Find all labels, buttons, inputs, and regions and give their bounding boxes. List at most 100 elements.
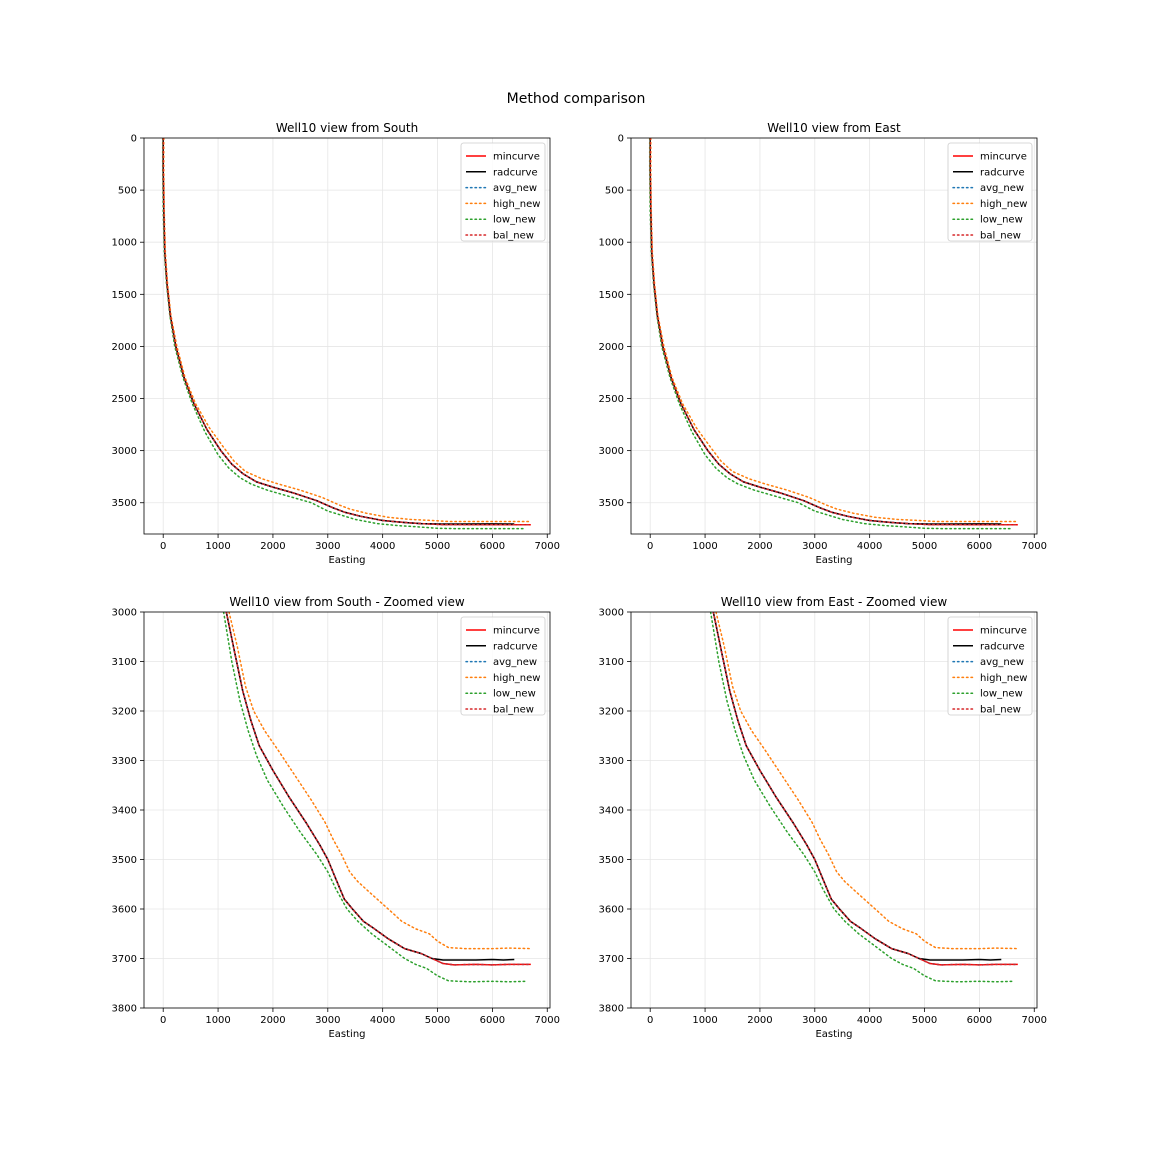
chart-title: Well10 view from East - Zoomed view: [721, 595, 948, 609]
y-tick-label: 3100: [112, 657, 137, 668]
x-tick-label: 6000: [967, 1015, 992, 1026]
x-tick-label: 4000: [857, 1015, 882, 1026]
legend-label-radcurve: radcurve: [493, 641, 538, 652]
legend-box: [460, 142, 546, 242]
x-tick-label: 1000: [205, 541, 230, 552]
legend-label-radcurve: radcurve: [493, 167, 538, 178]
y-tick-label: 3500: [112, 855, 137, 866]
x-tick-label: 7000: [535, 541, 560, 552]
x-tick-label: 1000: [692, 541, 717, 552]
y-tick-label: 3000: [599, 446, 624, 457]
legend-label-bal-new: bal_new: [493, 231, 534, 242]
legend-label-bal-new: bal_new: [493, 705, 534, 716]
y-tick-label: 3500: [599, 498, 624, 509]
y-tick-label: 0: [131, 134, 137, 145]
x-tick-label: 5000: [425, 541, 450, 552]
legend: mincurve radcurve avg_new high_new low_newba…: [947, 142, 1033, 242]
legend-label-mincurve: mincurve: [493, 152, 540, 163]
legend-label-high-new: high_new: [980, 673, 1027, 684]
y-tick-label: 1000: [112, 238, 137, 249]
y-tick-label: 3000: [599, 608, 624, 619]
y-tick-label: 3000: [112, 446, 137, 457]
legend-label-high-new: high_new: [493, 199, 540, 210]
series-line-bal-new: [225, 612, 532, 966]
x-tick-label: 4000: [370, 541, 395, 552]
axes-frame: [143, 137, 551, 535]
y-tick-label: 3500: [599, 855, 624, 866]
x-tick-label: 4000: [857, 541, 882, 552]
y-tick-label: 1500: [599, 290, 624, 301]
x-tick-label: 6000: [480, 541, 505, 552]
x-tick-label: 3000: [315, 541, 340, 552]
series-line-low-new: [648, 138, 1014, 530]
legend: mincurve radcurve avg_new high_new low_newba…: [460, 142, 546, 242]
axes-frame: [630, 137, 1038, 535]
legend-label-radcurve: radcurve: [980, 641, 1025, 652]
x-tick-label: 3000: [802, 541, 827, 552]
legend-label-low-new: low_new: [493, 689, 536, 700]
legend-label-bal-new: bal_new: [980, 705, 1021, 716]
chart-panel-4: 0 1000 2000 3000 4000 5000 6000 7000 3000 3100 320…: [599, 595, 1047, 1040]
series-line-low-new: [222, 612, 527, 983]
series-line-radcurve: [225, 612, 515, 961]
series-group: [709, 612, 1019, 983]
y-tick-label: 3800: [112, 1004, 137, 1015]
x-tick-label: 6000: [967, 541, 992, 552]
x-tick-label: 0: [160, 541, 166, 552]
y-tick-label: 3400: [112, 806, 137, 817]
y-tick-label: 3100: [599, 657, 624, 668]
y-tick-label: 3600: [112, 905, 137, 916]
x-tick-label: 3000: [802, 1015, 827, 1026]
series-line-low-new: [161, 138, 527, 530]
x-tick-label: 7000: [1022, 541, 1047, 552]
x-tick-label: 5000: [912, 1015, 937, 1026]
series-line-low-new: [709, 612, 1014, 983]
legend: mincurve radcurve avg_new high_new low_newba…: [947, 616, 1033, 716]
y-tick-label: 0: [618, 134, 624, 145]
x-tick-label: 4000: [370, 1015, 395, 1026]
x-tick-label: 0: [647, 541, 653, 552]
legend-label-avg-new: avg_new: [980, 183, 1024, 194]
series-line-high-new: [163, 138, 532, 523]
x-tick-label: 0: [160, 1015, 166, 1026]
y-tick-label: 3200: [112, 707, 137, 718]
legend-label-bal-new: bal_new: [980, 231, 1021, 242]
legend-label-low-new: low_new: [980, 215, 1023, 226]
y-tick-label: 3600: [599, 905, 624, 916]
y-tick-label: 3500: [112, 498, 137, 509]
legend-label-avg-new: avg_new: [493, 183, 537, 194]
x-tick-label: 1000: [692, 1015, 717, 1026]
legend-label-mincurve: mincurve: [493, 626, 540, 637]
y-tick-label: 1500: [112, 290, 137, 301]
x-tick-label: 5000: [912, 541, 937, 552]
x-tick-label: 2000: [260, 541, 285, 552]
x-tick-label: 2000: [260, 1015, 285, 1026]
y-tick-label: 500: [118, 186, 137, 197]
legend-label-radcurve: radcurve: [980, 167, 1025, 178]
chart-title: Well10 view from South: [276, 121, 418, 135]
series-line-radcurve: [712, 612, 1002, 961]
legend-box: [460, 616, 546, 716]
legend-label-low-new: low_new: [493, 215, 536, 226]
y-tick-label: 500: [605, 186, 624, 197]
chart-panel-1: 0 1000 2000 3000 4000 5000 6000 7000 0 500 1000 150…: [112, 121, 560, 566]
series-line-bal-new: [162, 138, 532, 526]
legend-label-low-new: low_new: [980, 689, 1023, 700]
y-tick-label: 2500: [112, 394, 137, 405]
y-tick-label: 2000: [599, 342, 624, 353]
x-tick-label: 7000: [1022, 1015, 1047, 1026]
y-tick-label: 3200: [599, 707, 624, 718]
y-tick-label: 3000: [112, 608, 137, 619]
series-group: [648, 138, 1019, 530]
series-group: [222, 612, 532, 983]
legend-box: [947, 616, 1033, 716]
chart-title: Well10 view from South - Zoomed view: [229, 595, 465, 609]
x-tick-label: 7000: [535, 1015, 560, 1026]
series-line-high-new: [715, 612, 1019, 950]
series-group: [161, 138, 532, 530]
y-tick-label: 2000: [112, 342, 137, 353]
legend-label-avg-new: avg_new: [493, 657, 537, 668]
figure-title: Method comparison: [507, 91, 646, 107]
legend-label-mincurve: mincurve: [980, 152, 1027, 163]
